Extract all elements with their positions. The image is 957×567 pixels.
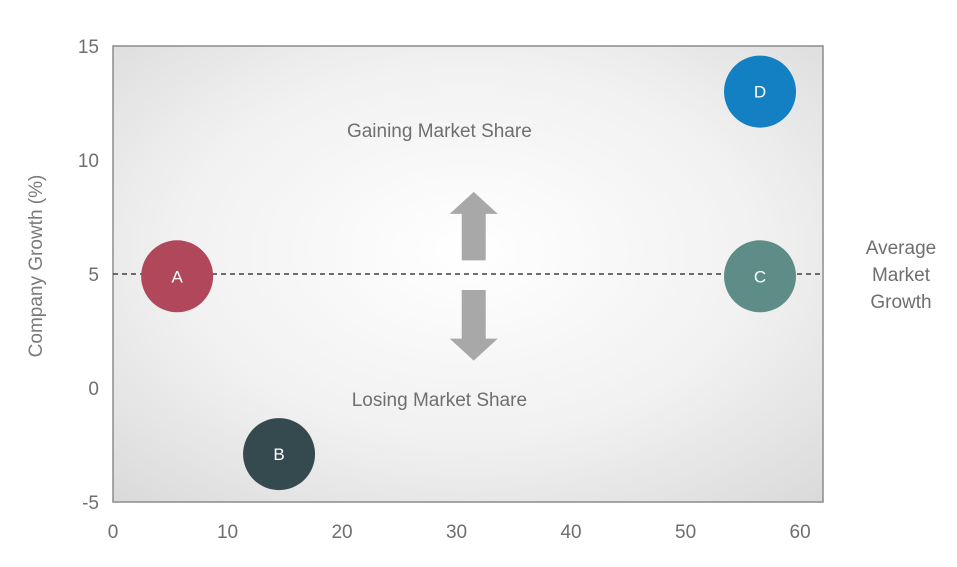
bubble-label: B: [273, 445, 284, 464]
up-down-arrow: [449, 191, 498, 361]
x-tick-label: 50: [675, 522, 696, 543]
average-growth-label-line: Growth: [870, 292, 931, 313]
bubble-circle: [141, 240, 214, 313]
average-growth-label-line: Market: [872, 265, 931, 286]
bubble-b: B: [243, 418, 316, 491]
x-tick-label: 60: [790, 522, 811, 543]
y-tick-label: 10: [78, 151, 99, 172]
bubble-circle: [243, 418, 316, 491]
bubble-c: C: [724, 240, 797, 313]
bubble-label: D: [754, 83, 766, 102]
x-tick-label: 40: [560, 522, 581, 543]
x-tick-label: 10: [217, 522, 238, 543]
x-tick-label: 30: [446, 522, 467, 543]
bubble-a: A: [141, 240, 214, 313]
bubble-circle: [724, 55, 797, 128]
bubble-label: A: [171, 267, 183, 286]
gaining-share-label: Gaining Market Share: [347, 121, 532, 142]
x-tick-label: 20: [331, 522, 352, 543]
x-tick-label: 0: [108, 522, 119, 543]
y-axis-ticks: 15 10 5 0 -5: [78, 37, 99, 514]
bubble-d: D: [724, 55, 797, 128]
up-arrow-icon: [449, 191, 498, 261]
losing-share-label: Losing Market Share: [352, 390, 527, 411]
y-tick-label: 0: [88, 379, 99, 400]
average-growth-label: Average Market Growth: [866, 238, 936, 313]
down-arrow-icon: [449, 289, 498, 361]
bubbles: A B C D: [141, 55, 797, 491]
bubble-circle: [724, 240, 797, 313]
bubble-label: C: [754, 267, 766, 286]
average-growth-label-line: Average: [866, 238, 936, 259]
y-tick-label: 5: [88, 265, 99, 286]
y-axis-title: Company Growth (%): [26, 175, 47, 358]
y-tick-label: 15: [78, 37, 99, 58]
x-axis-ticks: 0 10 20 30 40 50 60: [108, 522, 811, 543]
y-tick-label: -5: [82, 493, 99, 514]
